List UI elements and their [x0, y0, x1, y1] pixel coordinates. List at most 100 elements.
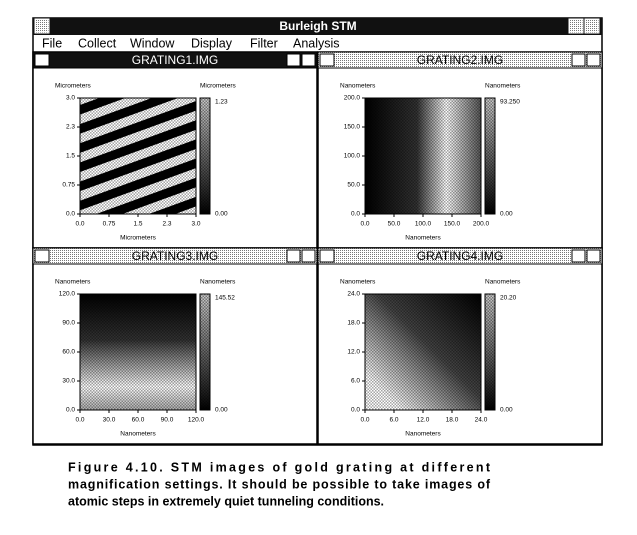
- pane-system-button[interactable]: [34, 249, 50, 263]
- x-tick-label: 3.0: [191, 221, 200, 228]
- pane-title: GRATING4.IMG: [417, 249, 503, 263]
- pane-title: GRATING3.IMG: [132, 249, 218, 263]
- x-tick-label: 2.3: [162, 221, 171, 228]
- menu-item[interactable]: File: [42, 36, 62, 50]
- stm-image-dither: [365, 294, 481, 410]
- x-tick-label: 6.0: [389, 417, 398, 424]
- x-tick-label: 60.0: [132, 417, 145, 424]
- pane-minimize-button[interactable]: [286, 249, 301, 263]
- minimize-button[interactable]: [568, 18, 584, 34]
- pane-title: GRATING1.IMG: [132, 53, 218, 67]
- y-tick-label: 1.5: [66, 153, 75, 160]
- x-axis-label: Nanometers: [405, 235, 441, 242]
- x-tick-label: 18.0: [446, 417, 459, 424]
- y-axis-label: Nanometers: [340, 83, 376, 90]
- y-tick-label: 200.0: [344, 95, 361, 102]
- x-tick-label: 0.75: [103, 221, 116, 228]
- y-tick-label: 3.0: [66, 95, 75, 102]
- caption-line: magnification settings. It should be pos…: [68, 477, 491, 491]
- z-min-label: 0.00: [215, 211, 228, 218]
- caption-line: Figure 4.10. STM images of gold grating …: [68, 460, 491, 474]
- y-tick-label: 0.0: [66, 211, 75, 218]
- x-tick-label: 0.0: [360, 221, 369, 228]
- menu-item[interactable]: Collect: [78, 36, 117, 50]
- y-tick-label: 0.75: [62, 182, 75, 189]
- y-tick-label: 6.0: [351, 378, 360, 385]
- pane-title-bar: [317, 247, 603, 265]
- pane-system-button[interactable]: [319, 249, 335, 263]
- z-min-label: 0.00: [500, 211, 513, 218]
- y-tick-label: 2.3: [66, 124, 75, 131]
- pane-minimize-button[interactable]: [571, 53, 586, 67]
- pane-title-bar: [32, 247, 318, 265]
- z-min-label: 0.00: [500, 407, 513, 414]
- menu-item[interactable]: Display: [191, 36, 233, 50]
- pane-maximize-button[interactable]: [586, 249, 601, 263]
- y-tick-label: 50.0: [347, 182, 360, 189]
- pane-system-button[interactable]: [34, 53, 50, 67]
- color-bar-dither: [200, 98, 210, 214]
- z-axis-label: Nanometers: [485, 279, 521, 286]
- y-axis-label: Nanometers: [340, 279, 376, 286]
- maximize-button[interactable]: [584, 18, 600, 34]
- color-bar-dither: [485, 294, 495, 410]
- x-axis-label: Nanometers: [405, 431, 441, 438]
- y-tick-label: 0.0: [66, 407, 75, 414]
- x-tick-label: 0.0: [75, 221, 84, 228]
- x-tick-label: 24.0: [475, 417, 488, 424]
- menu-item[interactable]: Filter: [250, 36, 278, 50]
- color-bar-dither: [485, 98, 495, 214]
- caption-line: atomic steps in extremely quiet tunnelin…: [68, 494, 384, 508]
- y-tick-label: 60.0: [62, 349, 75, 356]
- x-tick-label: 100.0: [415, 221, 432, 228]
- x-axis-label: Nanometers: [120, 431, 156, 438]
- x-tick-label: 200.0: [473, 221, 490, 228]
- z-axis-label: Nanometers: [200, 279, 236, 286]
- stm-image-dither: [80, 98, 196, 214]
- z-max-label: 1.23: [215, 99, 228, 106]
- y-tick-label: 120.0: [59, 291, 76, 298]
- z-max-label: 145.52: [215, 295, 235, 302]
- y-axis-label: Nanometers: [55, 279, 91, 286]
- pane-minimize-button[interactable]: [571, 249, 586, 263]
- y-tick-label: 12.0: [347, 349, 360, 356]
- pane-title: GRATING2.IMG: [417, 53, 503, 67]
- x-tick-label: 150.0: [444, 221, 461, 228]
- z-min-label: 0.00: [215, 407, 228, 414]
- y-tick-label: 150.0: [344, 124, 361, 131]
- menu-item[interactable]: Window: [130, 36, 175, 50]
- system-menu-button[interactable]: [34, 18, 50, 34]
- x-axis-label: Micrometers: [120, 235, 157, 242]
- x-tick-label: 30.0: [103, 417, 116, 424]
- y-tick-label: 0.0: [351, 407, 360, 414]
- x-tick-label: 120.0: [188, 417, 205, 424]
- pane-title-bar: [32, 51, 318, 69]
- stm-image-dither: [365, 98, 481, 214]
- pane-maximize-button[interactable]: [586, 53, 601, 67]
- y-tick-label: 30.0: [62, 378, 75, 385]
- x-tick-label: 90.0: [161, 417, 174, 424]
- x-tick-label: 0.0: [360, 417, 369, 424]
- z-max-label: 20.20: [500, 295, 517, 302]
- pane-maximize-button[interactable]: [301, 249, 316, 263]
- x-tick-label: 1.5: [133, 221, 142, 228]
- pane-minimize-button[interactable]: [286, 53, 301, 67]
- y-tick-label: 0.0: [351, 211, 360, 218]
- menu-item[interactable]: Analysis: [293, 36, 340, 50]
- y-tick-label: 24.0: [347, 291, 360, 298]
- y-tick-label: 100.0: [344, 153, 361, 160]
- x-tick-label: 12.0: [417, 417, 430, 424]
- title-bar: [33, 18, 602, 35]
- z-axis-label: Nanometers: [485, 83, 521, 90]
- stm-image-dither: [80, 294, 196, 410]
- pane-system-button[interactable]: [319, 53, 335, 67]
- y-tick-label: 18.0: [347, 320, 360, 327]
- y-tick-label: 90.0: [62, 320, 75, 327]
- pane-maximize-button[interactable]: [301, 53, 316, 67]
- x-tick-label: 0.0: [75, 417, 84, 424]
- window-title: Burleigh STM: [279, 19, 356, 33]
- y-axis-label: Micrometers: [55, 83, 92, 90]
- z-axis-label: Micrometers: [200, 83, 237, 90]
- z-max-label: 93.250: [500, 99, 520, 106]
